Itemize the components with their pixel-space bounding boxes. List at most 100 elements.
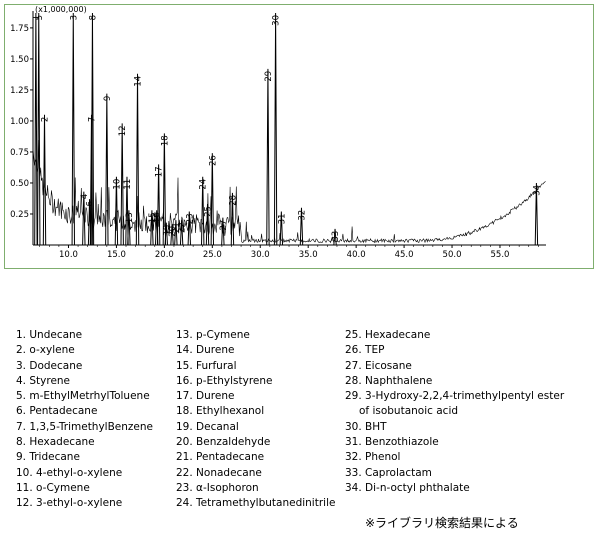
legend-item: 23. α-Isophoron bbox=[176, 481, 259, 494]
legend-item: 17. Durene bbox=[176, 390, 235, 403]
peak-11 bbox=[125, 176, 129, 246]
peak-label: 14 bbox=[134, 76, 144, 87]
peak-label: 12 bbox=[118, 125, 128, 136]
peak-9 bbox=[105, 93, 109, 246]
x-tick-label: 55.0 bbox=[491, 250, 510, 260]
x-tick-label: 30.0 bbox=[251, 250, 270, 260]
peak-label: 15 bbox=[148, 212, 158, 223]
peak-34 bbox=[534, 182, 539, 246]
peak-label: 1 bbox=[32, 15, 42, 20]
x-tick-label: 50.0 bbox=[443, 250, 462, 260]
peak-13 bbox=[127, 210, 131, 246]
peak-label: 19 bbox=[162, 225, 172, 236]
peak-label: 31 bbox=[277, 214, 287, 225]
legend-item: 30. BHT bbox=[345, 420, 387, 433]
legend-item: 18. Ethylhexanol bbox=[176, 405, 265, 418]
y-tick-label: 0.25 bbox=[10, 210, 29, 220]
legend-item: 5. m-EthylMetrhylToluene bbox=[16, 390, 150, 403]
legend-item: 14. Durene bbox=[176, 344, 235, 357]
peak-29 bbox=[266, 68, 270, 246]
y-tick-label: 0.50 bbox=[10, 179, 29, 189]
peak-label: 7 bbox=[87, 117, 97, 122]
legend-item: 4. Styrene bbox=[16, 374, 71, 387]
peak-19 bbox=[164, 222, 168, 246]
legend-item: 13. p-Cymene bbox=[176, 329, 250, 341]
peak-30 bbox=[273, 12, 278, 246]
legend-item: 15. Furfural bbox=[176, 359, 237, 372]
legend-item: 31. Benzothiazole bbox=[345, 436, 439, 449]
peak-32 bbox=[299, 207, 304, 246]
legend-item: 24. Tetramethylbutanedinitrile bbox=[176, 497, 336, 510]
chromatogram-chart: 0.25 0.50 0.75 1.00 1.25 1.50 1.75 10.0 15.0 20.0… bbox=[10, 5, 546, 260]
peak-label: 33 bbox=[331, 231, 341, 242]
peak-21 bbox=[174, 220, 178, 246]
peak-label: 24 bbox=[199, 179, 209, 190]
peak-17 bbox=[156, 164, 161, 246]
legend-item: 9. Tridecane bbox=[16, 451, 80, 464]
x-tick-label: 20.0 bbox=[155, 250, 174, 260]
peak-label: 2 bbox=[41, 117, 51, 122]
peak-label: 5 bbox=[35, 15, 45, 20]
peak-31 bbox=[279, 211, 284, 246]
peak-label: 29 bbox=[264, 71, 274, 82]
legend-item: 12. 3-ethyl-o-xylene bbox=[16, 497, 123, 510]
legend-item: 1. Undecane bbox=[16, 329, 83, 341]
peak-label: 9 bbox=[103, 96, 113, 101]
legend-item: 21. Pentadecane bbox=[176, 451, 265, 464]
peak-label: 8 bbox=[88, 15, 98, 20]
peak-label: 32 bbox=[297, 210, 307, 221]
peak-label: 3 bbox=[69, 15, 79, 20]
x-tick-label: 35.0 bbox=[299, 250, 318, 260]
legend-item: 3. Dodecane bbox=[16, 359, 83, 372]
peak-25 bbox=[205, 204, 210, 246]
y-tick-label: 1.75 bbox=[10, 24, 29, 34]
y-tick-label: 1.25 bbox=[10, 86, 29, 96]
peak-label: 26 bbox=[208, 155, 218, 166]
peak-label: 10 bbox=[112, 179, 122, 190]
legend-item: 32. Phenol bbox=[345, 451, 401, 464]
peak-33 bbox=[333, 228, 337, 246]
y-tick-label: 0.75 bbox=[10, 148, 29, 158]
peak-12 bbox=[120, 123, 124, 246]
legend-column-1: 1. Undecane 2. o-xylene 3. Dodecane 4. Styr… bbox=[16, 328, 153, 512]
peak-label: 20 bbox=[168, 226, 178, 237]
peak-label: 18 bbox=[160, 135, 170, 146]
chromatogram-trace bbox=[32, 139, 546, 244]
x-tick-label: 45.0 bbox=[395, 250, 414, 260]
peak-10 bbox=[114, 176, 119, 246]
x-tick-label: 25.0 bbox=[203, 250, 222, 260]
legend-item: 2. o-xylene bbox=[16, 344, 75, 357]
scale-label: (x1,000,000) bbox=[35, 5, 87, 14]
legend-item: 25. Hexadecane bbox=[345, 329, 431, 341]
chart-frame bbox=[4, 4, 594, 269]
peak-label: 23 bbox=[185, 214, 195, 225]
legend-item: 7. 1,3,5-TrimethylBenzene bbox=[16, 420, 153, 433]
peak-label: 4 bbox=[80, 194, 90, 199]
peak-15 bbox=[150, 210, 154, 246]
legend-item: 11. o-Cymene bbox=[16, 481, 90, 494]
peak-27 bbox=[221, 217, 225, 246]
peak-label: 13 bbox=[125, 212, 135, 223]
peak-24 bbox=[201, 176, 205, 246]
y-tick-label: 1.50 bbox=[10, 55, 29, 65]
peak-label: 34 bbox=[532, 185, 542, 196]
legend-item: 28. Naphthalene bbox=[345, 374, 433, 387]
legend-column-3: 25. Hexadecane 26. TEP 27. Eicosane 28. Nap… bbox=[345, 328, 564, 496]
peak-1 bbox=[34, 12, 38, 246]
peak-22 bbox=[179, 220, 184, 246]
legend-item: 10. 4-ethyl-o-xylene bbox=[16, 466, 123, 479]
peak-label: 27 bbox=[219, 220, 229, 231]
peak-label: 21 bbox=[172, 222, 182, 233]
peak-20 bbox=[170, 223, 174, 246]
library-search-note: ※ライブラリ検索結果による bbox=[365, 516, 519, 530]
y-tick-label: 1.00 bbox=[10, 117, 29, 127]
legend-item: 19. Decanal bbox=[176, 420, 239, 433]
peak-2 bbox=[42, 114, 47, 246]
legend-item: 27. Eicosane bbox=[345, 359, 412, 372]
peak-label: 22 bbox=[178, 222, 188, 233]
peak-3 bbox=[71, 12, 75, 246]
peak-label: 25 bbox=[204, 206, 214, 217]
x-tick-label: 40.0 bbox=[347, 250, 366, 260]
peak-label: 28 bbox=[228, 195, 238, 206]
legend-item: 22. Nonadecane bbox=[176, 466, 262, 479]
